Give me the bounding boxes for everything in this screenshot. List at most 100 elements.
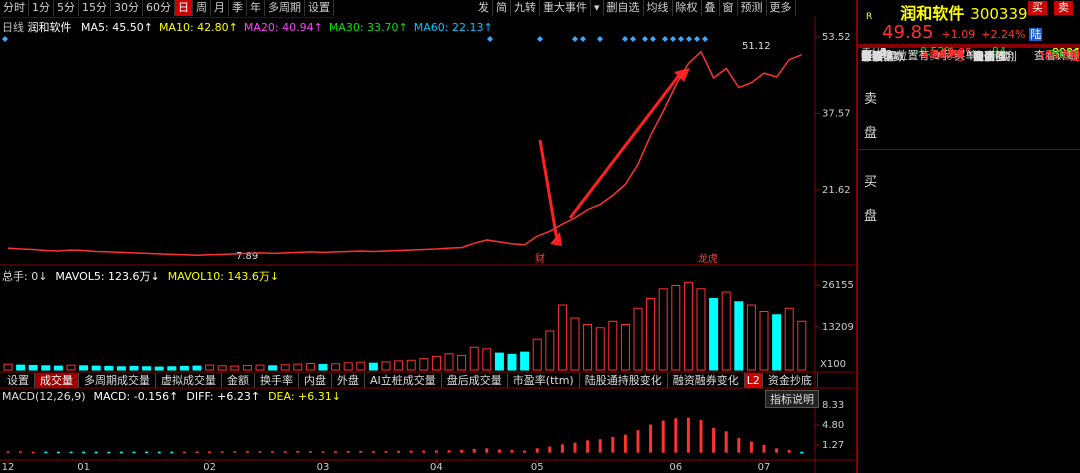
indicator-tab[interactable]: 换手率	[255, 373, 299, 388]
indicator-tab[interactable]: 外盘	[332, 373, 365, 388]
macd-stat: DIFF: +6.23↑	[186, 390, 261, 403]
action-button[interactable]: 窗	[720, 0, 738, 16]
stat-label: 金额	[861, 50, 883, 63]
notice-link[interactable]: 查看详细	[1034, 49, 1078, 62]
indicator-tab[interactable]: L2	[744, 373, 763, 388]
period-button[interactable]: 年	[247, 0, 265, 16]
indicator-tab[interactable]: 金额	[222, 373, 255, 388]
stat-value: -	[1076, 48, 1080, 61]
ratio-diff: -94	[988, 45, 1006, 58]
sell-button[interactable]: 卖	[1054, 1, 1073, 15]
stat-value: -	[1076, 48, 1080, 61]
volume-bar	[331, 363, 341, 371]
volume-stat: MAVOL10: 143.6万↓	[167, 270, 280, 283]
volume-bar	[759, 311, 769, 371]
volume-bar	[255, 364, 265, 371]
volume-header: 总手: 0↓ MAVOL5: 123.6万↓ MAVOL10: 143.6万↓	[2, 268, 287, 284]
macd-bar	[94, 451, 98, 454]
period-button[interactable]: 日	[175, 0, 193, 16]
action-button[interactable]: 均线	[644, 0, 673, 16]
ma-label: MA30: 33.70↑	[328, 21, 408, 34]
level-volume: -	[1076, 46, 1080, 59]
period-button[interactable]: 设置	[305, 0, 334, 16]
stat-label: 总手	[861, 50, 883, 63]
stat-label: 最低	[973, 50, 995, 63]
indicator-tab[interactable]: 虚拟成交量	[156, 373, 222, 388]
indicator-tab[interactable]: AI立桩成交量	[365, 373, 442, 388]
action-button[interactable]: 重大事件	[540, 0, 591, 16]
indicator-tab[interactable]: 内盘	[299, 373, 332, 388]
action-button[interactable]: 简	[493, 0, 511, 16]
action-button[interactable]: 九转	[511, 0, 540, 16]
macd-bar	[510, 449, 514, 453]
macd-bar	[686, 417, 690, 453]
period-button[interactable]: 5分	[54, 0, 79, 16]
action-button[interactable]: 除权	[673, 0, 702, 16]
period-button[interactable]: 周	[193, 0, 211, 16]
panel-row: 49.85 +1.09 +2.24% 陆	[858, 22, 1080, 44]
stat-label: 外盘	[861, 50, 883, 63]
stat-value: 366.6	[1048, 48, 1080, 61]
level-price: -	[968, 46, 972, 59]
action-button[interactable]: 预测	[738, 0, 767, 16]
indicator-tab[interactable]: 陆股通持股变化	[580, 373, 668, 388]
macd-bar	[119, 451, 123, 454]
macd-bar	[271, 451, 275, 453]
period-button[interactable]: 1分	[29, 0, 54, 16]
macd-bar	[397, 450, 401, 453]
period-button[interactable]: 30分	[111, 0, 143, 16]
volume-bar	[305, 363, 315, 371]
macd-bar	[800, 451, 804, 454]
action-button[interactable]: 删自选	[604, 0, 644, 16]
volume-bar	[79, 365, 89, 371]
action-button[interactable]: ▾	[591, 0, 604, 16]
macd-bar	[434, 450, 438, 453]
period-name: 日线	[2, 21, 24, 34]
period-toolbar: 分时 1分 5分 15分 30分 60分日周月季年多周期 设置	[0, 0, 334, 18]
period-button[interactable]: 多周期	[265, 0, 305, 16]
stat-value: -	[960, 48, 964, 61]
indicator-tab[interactable]: 多周期成交量	[79, 373, 156, 388]
panel-row: 委比 -0.52% -94 买卖	[858, 1, 1080, 60]
book-label: 卖	[864, 92, 878, 107]
volume-bar	[595, 327, 605, 371]
period-button[interactable]: 分时	[0, 0, 29, 16]
indicator-tab[interactable]: 资金抄底	[763, 373, 818, 388]
volume-bar	[570, 317, 580, 371]
stat-label: 涨跌	[861, 50, 883, 63]
panel-row: 在0.00位置有 0手 买单! 查看详细	[858, 46, 1080, 62]
indicator-tab[interactable]: 市盈率(ttm)	[508, 373, 580, 388]
stat-value: 0.00	[1055, 48, 1080, 61]
stat-value: 237.6	[932, 48, 965, 61]
indicator-tab[interactable]: 成交量	[35, 373, 79, 388]
indicator-tab[interactable]: 盘后成交量	[442, 373, 508, 388]
macd-bar	[649, 424, 653, 453]
volume-bar	[772, 314, 782, 371]
stock-code: 300339	[970, 5, 1028, 23]
buy-button[interactable]: 买	[1028, 1, 1047, 15]
volume-stat: MAVOL5: 123.6万↓	[55, 270, 160, 283]
action-button[interactable]: 发	[475, 0, 493, 16]
macd-bar	[497, 449, 501, 453]
period-button[interactable]: 15分	[79, 0, 111, 16]
help-button[interactable]: 指标说明	[765, 390, 819, 408]
volume-bar	[709, 298, 719, 371]
volume-bar	[154, 366, 164, 371]
action-button[interactable]: 叠	[702, 0, 720, 16]
indicator-tab[interactable]: 设置	[2, 373, 35, 388]
macd-bar	[384, 451, 388, 453]
volume-bar	[66, 364, 76, 371]
macd-bar	[6, 451, 10, 453]
period-button[interactable]: 月	[211, 0, 229, 16]
indicator-tab[interactable]: 融资融券变化	[668, 373, 745, 388]
volume-bar	[356, 361, 366, 371]
macd-bar	[371, 451, 375, 453]
period-button[interactable]: 季	[229, 0, 247, 16]
book-label: 盘	[864, 209, 878, 224]
action-button[interactable]: 更多	[767, 0, 796, 16]
volume-bar	[608, 320, 618, 371]
period-button[interactable]: 60分	[143, 0, 175, 16]
ma-label: MA5: 45.50↑	[81, 21, 153, 34]
level-price: -	[968, 46, 972, 59]
volume-bar	[293, 363, 303, 371]
